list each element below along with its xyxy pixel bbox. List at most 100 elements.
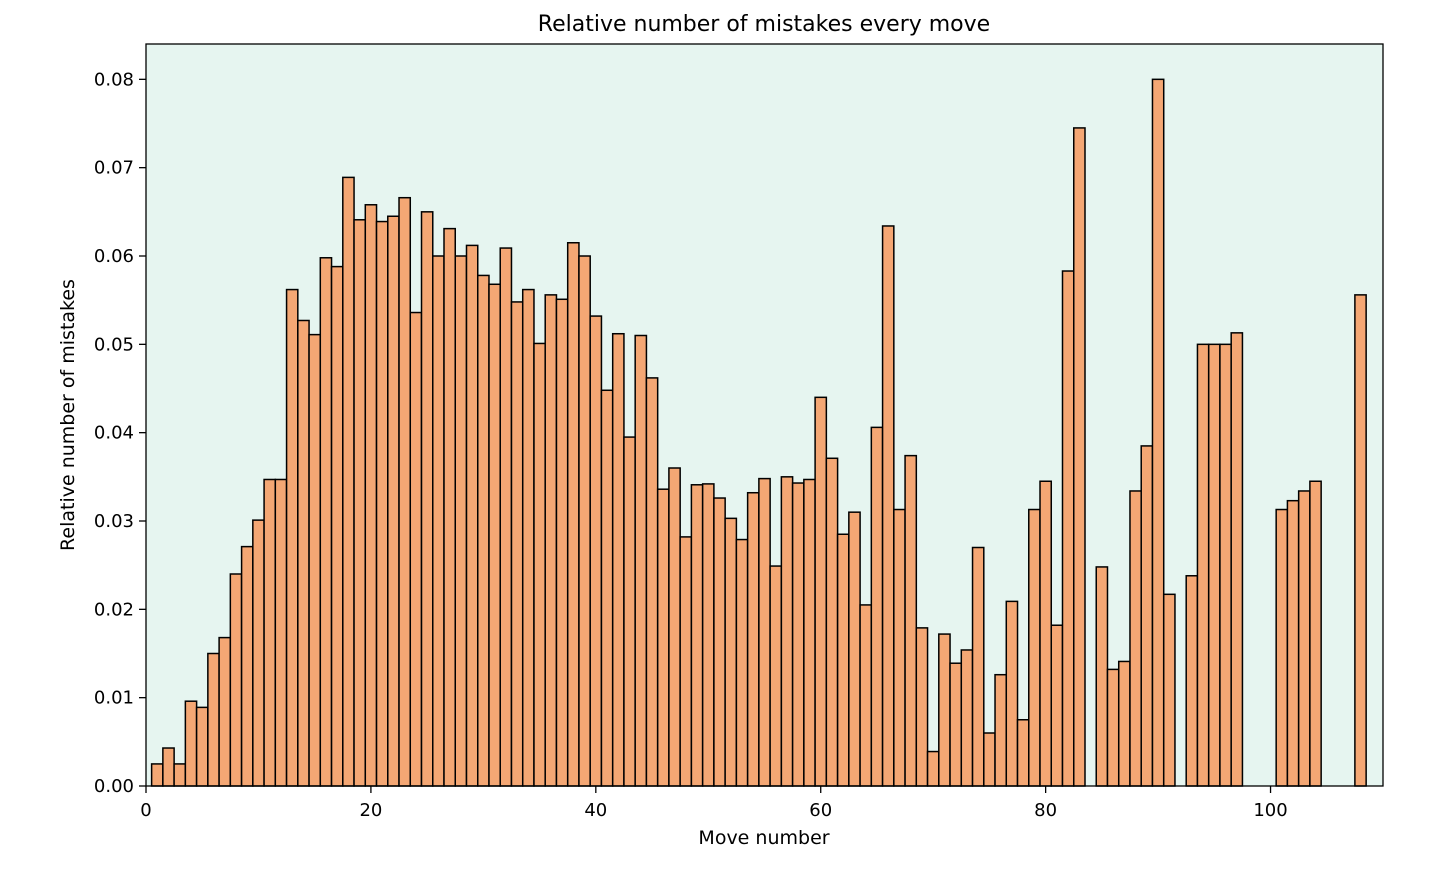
bar — [1151, 78, 1165, 787]
bar — [915, 627, 929, 787]
bar — [308, 333, 322, 787]
bar — [555, 298, 569, 787]
bar — [893, 508, 906, 787]
bar — [836, 533, 850, 787]
bar — [297, 319, 310, 787]
bar — [971, 546, 985, 787]
bar — [465, 244, 479, 787]
bar — [814, 396, 828, 787]
x-tick-label: 20 — [359, 800, 382, 821]
bar — [476, 274, 490, 787]
y-tick-label: 0.06 — [94, 246, 134, 267]
y-tick-label: 0.02 — [94, 599, 134, 620]
bar — [746, 491, 760, 787]
bar — [1309, 480, 1322, 787]
bar — [949, 662, 963, 787]
bar — [432, 255, 445, 787]
bar — [656, 488, 670, 787]
bar — [342, 176, 355, 787]
bar — [1117, 660, 1131, 787]
bar — [690, 484, 704, 787]
bar — [1039, 480, 1053, 787]
bar — [387, 215, 400, 787]
bar — [420, 211, 434, 787]
bar — [409, 311, 423, 787]
bar — [1140, 445, 1154, 787]
bar — [713, 497, 726, 787]
bar — [904, 454, 918, 787]
bar — [791, 482, 805, 787]
x-tick-label: 0 — [140, 800, 151, 821]
bar — [611, 332, 625, 787]
bar — [488, 283, 501, 787]
bar — [578, 255, 591, 787]
bar — [375, 220, 389, 787]
bar — [803, 478, 816, 787]
x-tick-label: 40 — [584, 800, 607, 821]
y-tick-label: 0.01 — [94, 688, 134, 709]
bar — [645, 377, 659, 787]
bar — [510, 301, 524, 787]
bar — [184, 700, 198, 787]
bar — [454, 255, 468, 787]
bar — [1129, 490, 1142, 787]
bar — [1230, 332, 1244, 787]
bar — [769, 565, 783, 787]
bar — [825, 457, 839, 787]
x-tick-label: 100 — [1253, 800, 1287, 821]
bar — [274, 478, 288, 787]
bar — [521, 288, 535, 787]
bar — [926, 750, 940, 787]
y-tick-label: 0.03 — [94, 511, 134, 532]
bar — [1073, 127, 1086, 787]
bar — [668, 467, 681, 787]
bar — [240, 545, 254, 787]
bar — [173, 763, 187, 787]
bar — [1185, 575, 1199, 787]
bar — [724, 517, 738, 787]
x-axis-ticks: 0 20 40 60 80 100 — [140, 786, 1288, 821]
bar — [859, 604, 873, 787]
bar — [589, 315, 603, 787]
y-tick-label: 0.07 — [94, 158, 134, 179]
bar — [1162, 593, 1176, 787]
bar — [1354, 294, 1367, 787]
bar — [758, 477, 771, 787]
bar — [1095, 566, 1109, 787]
bar — [938, 633, 951, 787]
bar — [1275, 508, 1289, 787]
y-axis-label: Relative number of mistakes — [57, 279, 79, 551]
bar — [994, 673, 1008, 787]
bar — [353, 219, 367, 787]
bar — [701, 483, 715, 787]
plot-area-frame — [145, 43, 1384, 787]
bar — [960, 649, 974, 787]
bar — [207, 652, 220, 787]
x-axis-label: Move number — [698, 827, 829, 849]
x-tick-label: 80 — [1034, 800, 1057, 821]
y-tick-label: 0.04 — [94, 423, 134, 444]
bar — [218, 636, 232, 787]
bar — [848, 511, 861, 787]
bar — [162, 747, 175, 787]
bar — [330, 265, 344, 787]
y-tick-label: 0.08 — [94, 69, 134, 90]
bar — [150, 763, 164, 787]
y-tick-label: 0.00 — [94, 776, 134, 797]
bar — [566, 242, 580, 787]
bar — [983, 732, 996, 787]
bar — [735, 538, 749, 787]
bar — [600, 389, 614, 787]
bar — [1106, 668, 1120, 787]
bar — [1028, 508, 1041, 787]
bar — [1005, 600, 1019, 787]
y-tick-label: 0.05 — [94, 334, 134, 355]
bar — [533, 342, 546, 787]
bar — [252, 519, 265, 787]
bar — [870, 426, 884, 787]
bar — [679, 536, 693, 787]
bar — [1297, 490, 1311, 787]
bar — [623, 436, 636, 787]
bar — [319, 257, 333, 787]
y-axis-ticks: 0.00 0.01 0.02 0.03 0.04 0.05 0.06 0.07 0.08 — [94, 69, 146, 797]
